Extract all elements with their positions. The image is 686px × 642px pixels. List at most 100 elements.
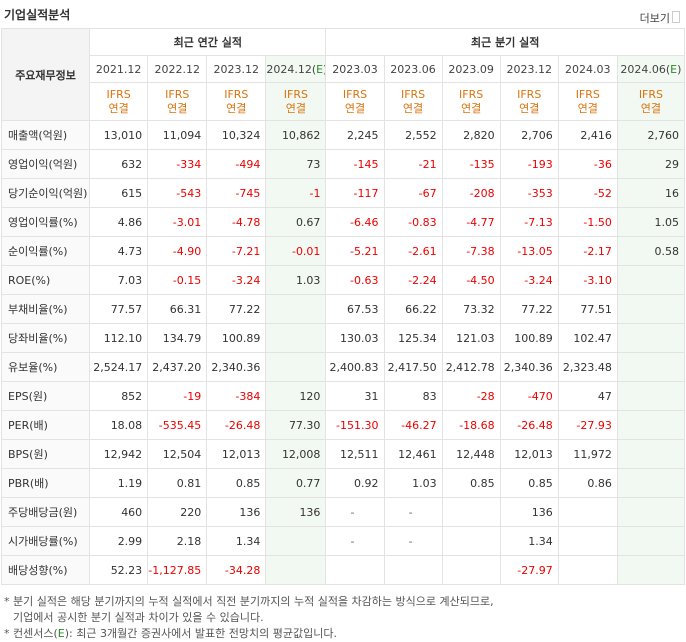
basis-header: IFRS 연결 [616, 82, 686, 121]
footnote-consensus: * 컨센서스(E): 최근 3개월간 증권사에서 발표한 전망치의 평균값입니다… [4, 627, 337, 640]
more-link-label: 더보기 [639, 12, 670, 25]
basis-header: IFRS 연결 [383, 82, 443, 121]
value-cell: 12,013 [499, 439, 559, 469]
value-cell [265, 323, 327, 353]
value-cell: -18.68 [441, 410, 501, 440]
value-cell [616, 265, 686, 295]
value-cell: -28 [441, 381, 501, 411]
value-cell: -27.93 [557, 410, 618, 440]
value-cell: -2.61 [383, 236, 443, 266]
value-cell: 136 [206, 497, 267, 527]
value-cell: 67.53 [325, 294, 385, 324]
value-cell: 632 [89, 149, 149, 179]
period-header: 2023.12 [206, 55, 267, 83]
value-cell: 12,448 [441, 439, 501, 469]
table-row: 당기순이익(억원) 615 -543 -745 -1 -117 -67 -208 -353 -52… [0, 178, 686, 208]
row-label: ROE(%) [0, 265, 91, 295]
value-cell: -4.77 [441, 207, 501, 237]
value-cell [265, 294, 327, 324]
value-cell: -470 [499, 381, 559, 411]
row-label: PER(배) [0, 410, 91, 440]
value-cell [265, 555, 327, 585]
value-cell: 18.08 [89, 410, 149, 440]
value-cell: 47 [557, 381, 618, 411]
value-cell: -3.01 [147, 207, 208, 237]
period-header: 2023.12 [499, 55, 559, 83]
value-cell: -4.78 [206, 207, 267, 237]
value-cell: 120 [265, 381, 327, 411]
value-cell: 29 [616, 149, 686, 179]
value-cell: 10,324 [206, 120, 267, 150]
value-cell: 73.32 [441, 294, 501, 324]
table-row: PBR(배) 1.19 0.81 0.85 0.77 0.92 1.03 0.85 0.85 0.… [0, 468, 686, 498]
value-cell: 102.47 [557, 323, 618, 353]
section-header: 기업실적분석 더보기 [0, 0, 686, 28]
value-cell: 0.67 [265, 207, 327, 237]
period-header: 2024.12(E) [265, 55, 327, 83]
value-cell: -334 [147, 149, 208, 179]
value-cell: 31 [325, 381, 385, 411]
value-cell: 0.92 [325, 468, 385, 498]
row-label: BPS(원) [0, 439, 91, 469]
value-cell: 1.03 [383, 468, 443, 498]
row-label: 영업이익률(%) [0, 207, 91, 237]
footnote-quarterly: * 분기 실적은 해당 분기까지의 누적 실적에서 직전 분기까지의 누적 실적… [4, 595, 494, 624]
value-cell [616, 555, 686, 585]
row-label: 유보율(%) [0, 352, 91, 382]
value-cell: 4.73 [89, 236, 149, 266]
value-cell: 2,416 [557, 120, 618, 150]
table-row: 영업이익률(%) 4.86 -3.01 -4.78 0.67 -6.46 -0.83 -4.7… [0, 207, 686, 237]
value-cell: 2,524.17 [89, 352, 149, 382]
value-cell: 73 [265, 149, 327, 179]
value-cell: -7.38 [441, 236, 501, 266]
value-cell: -3.24 [206, 265, 267, 295]
value-cell: -0.63 [325, 265, 385, 295]
value-cell [557, 526, 618, 556]
value-cell [383, 555, 443, 585]
value-cell: 121.03 [441, 323, 501, 353]
value-cell: -1 [265, 178, 327, 208]
table-row: 영업이익(억원) 632 -334 -494 73 -145 -21 -135 -193 -36 2… [0, 149, 686, 179]
value-cell: 10,862 [265, 120, 327, 150]
period-header: 2024.06(E) [616, 55, 686, 83]
basis-header: IFRS 연결 [557, 82, 618, 121]
value-cell: 100.89 [499, 323, 559, 353]
table-row: 당좌비율(%) 112.10 134.79 100.89 130.03 125.34 121… [0, 323, 686, 353]
value-cell: 11,972 [557, 439, 618, 469]
value-cell: 77.30 [265, 410, 327, 440]
value-cell: - [383, 497, 443, 527]
value-cell: -67 [383, 178, 443, 208]
basis-header: IFRS 연결 [89, 82, 149, 121]
value-cell [325, 555, 385, 585]
value-cell: -7.21 [206, 236, 267, 266]
basis-header: IFRS 연결 [206, 82, 267, 121]
value-cell: -151.30 [325, 410, 385, 440]
value-cell: 1.34 [499, 526, 559, 556]
value-cell: 66.31 [147, 294, 208, 324]
table-row: EPS(원) 852 -19 -384 120 31 83 -28 -470 47 [0, 381, 686, 411]
row-label: 영업이익(억원) [0, 149, 91, 179]
value-cell: -4.90 [147, 236, 208, 266]
value-cell: 130.03 [325, 323, 385, 353]
value-cell: 2,820 [441, 120, 501, 150]
value-cell: 77.22 [499, 294, 559, 324]
value-cell: 2.99 [89, 526, 149, 556]
value-cell: -6.46 [325, 207, 385, 237]
period-header: 2021.12 [89, 55, 149, 83]
period-header: 2023.09 [441, 55, 501, 83]
row-label: 배당성향(%) [0, 555, 91, 585]
basis-header: IFRS 연결 [499, 82, 559, 121]
value-cell: -135 [441, 149, 501, 179]
financial-table: 주요재무정보 최근 연간 실적 최근 분기 실적 2021.12 2022.12 2… [0, 28, 686, 585]
period-header: 2023.06 [383, 55, 443, 83]
basis-header: IFRS 연결 [441, 82, 501, 121]
row-label: 당기순이익(억원) [0, 178, 91, 208]
more-link[interactable]: 더보기 [640, 10, 680, 26]
value-cell: 77.22 [206, 294, 267, 324]
value-cell: 1.34 [206, 526, 267, 556]
value-cell [616, 497, 686, 527]
basis-header: IFRS 연결 [265, 82, 327, 121]
value-cell: 0.85 [441, 468, 501, 498]
value-cell [265, 526, 327, 556]
value-cell: 0.81 [147, 468, 208, 498]
